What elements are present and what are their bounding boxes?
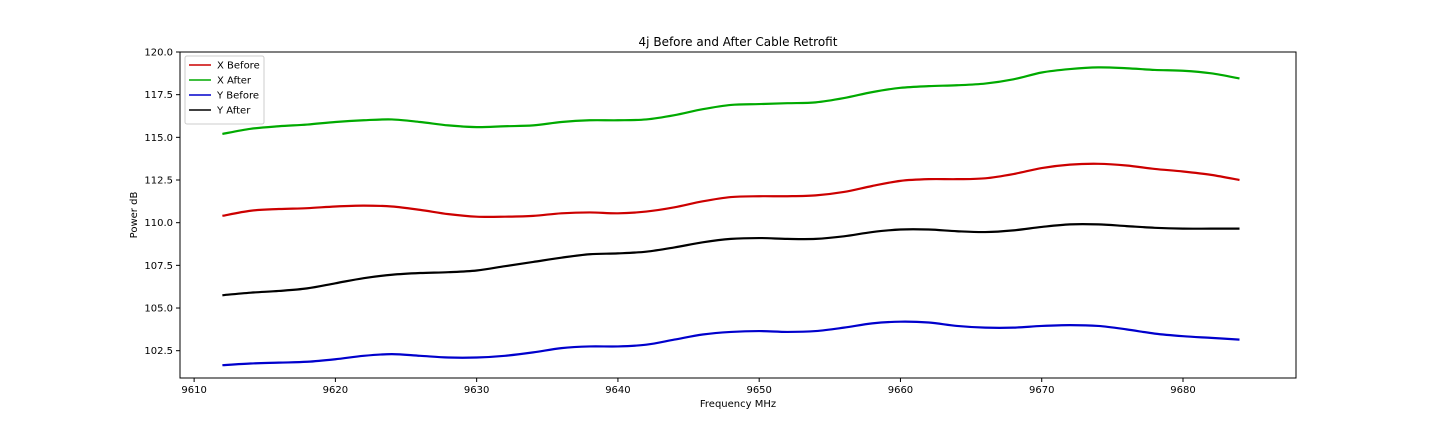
y-tick-label: 117.5 (144, 90, 173, 101)
series-line-x-after (222, 66, 1240, 136)
x-axis-label: Frequency MHz (700, 399, 776, 410)
y-tick-label: 105.0 (144, 304, 173, 315)
series-line-y-after (222, 223, 1240, 297)
x-tick-label: 9650 (746, 385, 771, 396)
x-axis-ticks: 9610 9620 9630 9640 9650 9660 9670 9680 (181, 378, 1196, 396)
series-line-y-before (222, 320, 1240, 367)
x-tick-label: 9610 (181, 385, 206, 396)
x-tick-label: 9620 (323, 385, 348, 396)
legend-label-x-before: X Before (217, 61, 260, 72)
legend: X Before X After Y Before Y After (184, 55, 265, 125)
legend-label-x-after: X After (217, 76, 252, 87)
y-tick-label: 115.0 (144, 133, 173, 144)
plot-frame (179, 51, 1297, 379)
y-axis-ticks: 102.5 105.0 107.5 110.0 112.5 115.0 117.5 120.0 (144, 48, 180, 357)
y-tick-label: 102.5 (144, 346, 173, 357)
y-tick-label: 110.0 (144, 218, 173, 229)
x-tick-label: 9670 (1029, 385, 1054, 396)
x-tick-label: 9640 (605, 385, 630, 396)
series-layer (222, 66, 1240, 367)
y-tick-label: 120.0 (144, 48, 173, 59)
x-tick-label: 9680 (1170, 385, 1195, 396)
y-tick-label: 107.5 (144, 261, 173, 272)
legend-label-y-after: Y After (216, 106, 251, 117)
chart-title: 4j Before and After Cable Retrofit (639, 35, 838, 49)
legend-label-y-before: Y Before (216, 91, 259, 102)
legend-box (184, 55, 265, 125)
y-tick-label: 112.5 (144, 176, 173, 187)
x-tick-label: 9660 (888, 385, 913, 396)
x-tick-label: 9630 (464, 385, 489, 396)
y-axis-label: Power dB (129, 192, 140, 239)
series-line-x-before (222, 162, 1240, 219)
